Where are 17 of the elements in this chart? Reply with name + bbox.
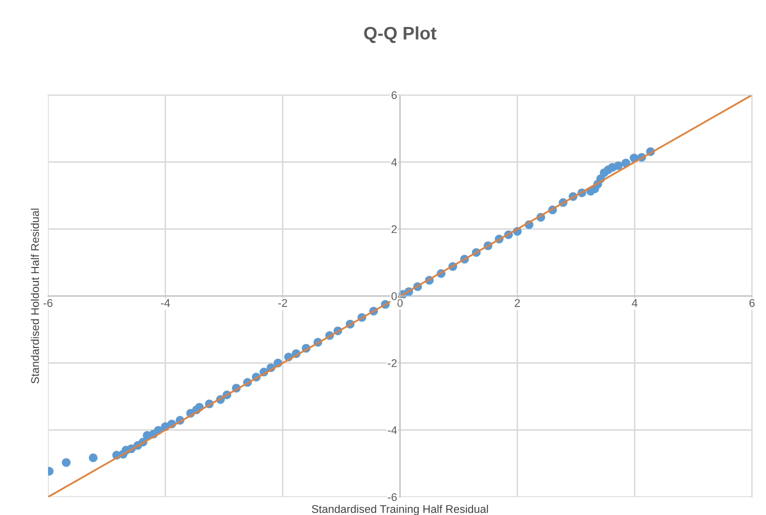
- x-tick-label: -2: [278, 299, 288, 307]
- y-tick-label: -2: [388, 359, 397, 368]
- y-tick-label: -6: [388, 493, 397, 502]
- x-tick-label: -4: [160, 299, 170, 307]
- x-tick-label: 4: [632, 299, 638, 307]
- y-tick-label: 2: [392, 225, 397, 234]
- y-tick-label: 6: [392, 91, 397, 100]
- x-tick-label: 2: [514, 299, 520, 307]
- chart-title: Q-Q Plot: [364, 26, 436, 43]
- x-axis-title: Standardised Training Half Residual: [312, 504, 488, 515]
- x-tick-label: 6: [749, 299, 755, 307]
- x-tick-label: -6: [44, 299, 52, 307]
- y-tick-label: 4: [391, 158, 397, 166]
- x-tick-label: 0: [397, 299, 403, 307]
- y-axis-title: Standardised Holdout Half Residual: [30, 208, 39, 384]
- y-tick-label: 0: [391, 292, 397, 300]
- y-tick-label: -4: [388, 426, 397, 434]
